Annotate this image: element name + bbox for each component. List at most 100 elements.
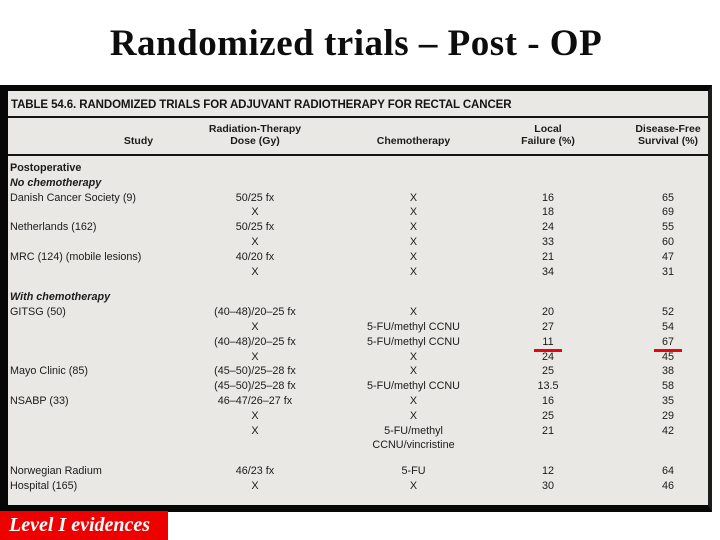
local-failure-cell: 16 — [541, 395, 554, 408]
local-failure-cell: 13.5 — [537, 380, 559, 393]
dfs-cell: 64 — [661, 465, 674, 478]
scanned-table-image: TABLE 54.6. RANDOMIZED TRIALS FOR ADJUVA… — [0, 85, 712, 512]
study-cell: Hospital (165) — [10, 480, 78, 493]
slide-title: Randomized trials – Post - OP — [109, 23, 603, 64]
local-failure-cell: 20 — [541, 306, 554, 319]
section-row: Postoperative — [8, 161, 708, 176]
chemotherapy-cell: X — [409, 265, 418, 278]
header-rule — [8, 154, 708, 156]
local-failure-cell: 34 — [541, 265, 554, 278]
dfs-cell: 52 — [661, 306, 674, 319]
table-row: X X 25 29 — [8, 409, 708, 424]
table-row: Hospital (165) X X 30 46 — [8, 479, 708, 494]
study-cell: Mayo Clinic (85) — [10, 365, 88, 378]
dose-cell: 50/25 fx — [235, 221, 275, 234]
dose-cell: X — [251, 424, 259, 437]
dose-cell: (45–50)/25–28 fx — [214, 380, 296, 393]
dfs-cell: 45 — [661, 350, 674, 363]
table-row: X X 34 31 — [8, 265, 708, 280]
study-cell: NSABP (33) — [10, 395, 69, 408]
dose-cell: (40–48)/20–25 fx — [214, 335, 296, 348]
dfs-cell: 35 — [661, 395, 674, 408]
section-label: No chemotherapy — [10, 176, 102, 189]
dose-cell: (40–48)/20–25 fx — [214, 306, 296, 319]
dfs-cell: 42 — [661, 424, 674, 437]
table-row: Danish Cancer Society (9) 50/25 fx X 16 65 — [8, 191, 708, 206]
column-header-local-failure: Local Failure (%) — [521, 123, 575, 147]
study-cell: Netherlands (162) — [10, 221, 97, 234]
chemotherapy-cell: X — [409, 306, 418, 319]
dose-cell: X — [251, 480, 259, 493]
table-row: MRC (124) (mobile lesions) 40/20 fx X 21 47 — [8, 250, 708, 265]
local-failure-cell: 33 — [541, 236, 554, 249]
chemotherapy-cell: CCNU/vincristine — [372, 439, 455, 452]
dfs-cell: 60 — [661, 236, 674, 249]
chemotherapy-cell: X — [409, 250, 418, 263]
local-failure-cell: 25 — [541, 409, 554, 422]
table-row: X 5-FU/methyl CCNU 27 54 — [8, 320, 708, 335]
table-row: Norwegian Radium 46/23 fx 5-FU 12 64 — [8, 464, 708, 479]
local-failure-cell: 27 — [541, 321, 554, 334]
dfs-cell: 46 — [661, 480, 674, 493]
local-failure-cell: 16 — [541, 191, 554, 204]
chemotherapy-cell: 5-FU/methyl CCNU — [367, 380, 460, 393]
dfs-cell: 69 — [661, 206, 674, 219]
caption-rule — [8, 116, 708, 118]
dose-cell: X — [251, 409, 259, 422]
section-row: With chemotherapy — [8, 290, 708, 305]
dfs-cell: 65 — [661, 191, 674, 204]
dfs-cell: 58 — [661, 380, 674, 393]
table-row: Mayo Clinic (85) (45–50)/25–28 fx X 25 38 — [8, 364, 708, 379]
chemotherapy-cell: 5-FU/methyl CCNU — [367, 335, 460, 348]
study-cell: Norwegian Radium — [10, 465, 102, 478]
table-row: Netherlands (162) 50/25 fx X 24 55 — [8, 220, 708, 235]
dfs-cell: 47 — [661, 250, 674, 263]
chemotherapy-cell: X — [409, 409, 418, 422]
chemotherapy-cell: 5-FU/methyl — [384, 424, 443, 437]
highlight-underline: 67 — [653, 335, 682, 353]
chemotherapy-cell: X — [409, 206, 418, 219]
row-spacer — [8, 453, 708, 464]
dose-cell: 46/23 fx — [235, 465, 275, 478]
study-cell: Danish Cancer Society (9) — [10, 191, 137, 204]
local-failure-cell: 18 — [541, 206, 554, 219]
local-failure-cell: 11 — [498, 335, 588, 353]
table-body: Postoperative No chemotherapy Danish Cance… — [8, 156, 708, 494]
table-row: NSABP (33) 46–47/26–27 fx X 16 35 — [8, 394, 708, 409]
dfs-cell: 67 — [588, 335, 708, 353]
dfs-cell: 54 — [661, 321, 674, 334]
local-failure-cell: 21 — [541, 424, 554, 437]
local-failure-cell: 24 — [541, 221, 554, 234]
dfs-cell: 29 — [661, 409, 674, 422]
table-header-row: Study Radiation-Therapy Dose (Gy) Chemot… — [8, 118, 708, 154]
local-failure-cell: 30 — [541, 480, 554, 493]
column-header-chemotherapy: Chemotherapy — [376, 135, 451, 147]
table-row: CCNU/vincristine — [8, 438, 708, 453]
column-header-study: Study — [123, 135, 154, 147]
local-failure-cell: 12 — [541, 465, 554, 478]
dose-cell: X — [251, 206, 259, 219]
chemotherapy-cell: 5-FU — [401, 465, 426, 478]
column-header-disease-free-survival: Disease-Free Survival (%) — [635, 123, 701, 147]
chemotherapy-cell: 5-FU/methyl CCNU — [367, 321, 460, 334]
chemotherapy-cell: X — [409, 221, 418, 234]
level-evidence-badge: Level I evidences — [0, 511, 168, 540]
dose-cell: 50/25 fx — [235, 191, 275, 204]
table-row: X X 24 45 — [8, 350, 708, 365]
dose-cell: X — [251, 350, 259, 363]
chemotherapy-cell: X — [409, 236, 418, 249]
dfs-cell: 38 — [661, 365, 674, 378]
table-row: (45–50)/25–28 fx 5-FU/methyl CCNU 13.5 58 — [8, 379, 708, 394]
section-label: With chemotherapy — [10, 291, 111, 304]
table-caption: TABLE 54.6. RANDOMIZED TRIALS FOR ADJUVA… — [11, 99, 512, 111]
dose-cell: X — [251, 265, 259, 278]
study-cell: GITSG (50) — [10, 306, 66, 319]
table-row: X X 18 69 — [8, 205, 708, 220]
section-row: No chemotherapy — [8, 176, 708, 191]
chemotherapy-cell: X — [409, 480, 418, 493]
dose-cell: 40/20 fx — [235, 250, 275, 263]
local-failure-cell: 25 — [541, 365, 554, 378]
dfs-cell: 31 — [661, 265, 674, 278]
local-failure-cell: 24 — [541, 350, 554, 363]
table-row: (40–48)/20–25 fx 5-FU/methyl CCNU 11 67 — [8, 335, 708, 353]
